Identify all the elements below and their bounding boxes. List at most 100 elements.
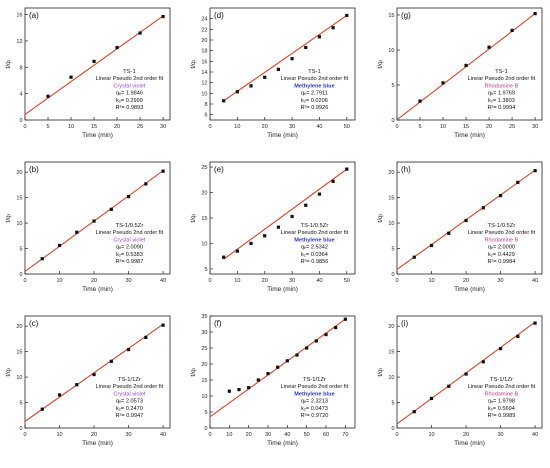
y-tick-label: 10 xyxy=(201,241,207,247)
x-tick-label: 0 xyxy=(23,124,26,130)
x-tick-label: 10 xyxy=(234,124,240,130)
y-tick-label: 8 xyxy=(204,102,207,108)
data-point xyxy=(441,81,445,85)
y-tick-label: 0 xyxy=(391,118,394,124)
sample-label: TS-1 xyxy=(123,69,136,75)
sample-label: TS-1/1Zr xyxy=(303,377,326,383)
y-tick-label: 20 xyxy=(201,362,207,368)
dye-label: Rhodamine B xyxy=(484,391,518,397)
y-tick-label: 35 xyxy=(201,314,207,320)
x-tick-label: 10 xyxy=(234,278,240,284)
fit-label: Linear Pseudo 2nd order fit xyxy=(281,76,349,82)
fit-label: Linear Pseudo 2nd order fit xyxy=(96,230,164,236)
sample-label: TS-1/0.5Zr xyxy=(301,223,329,229)
data-point xyxy=(115,45,119,50)
y-tick-label: 20 xyxy=(388,324,394,330)
data-point xyxy=(331,26,335,30)
panel-g: 0 5 10 15 20 25 30 0 5 10 15 Time (min) t/qₜ (g) TS-1L… xyxy=(377,7,543,139)
x-tick-label: 20 xyxy=(262,278,268,284)
x-tick-label: 20 xyxy=(262,124,268,130)
data-point xyxy=(498,194,503,198)
fit-parameter: R²= 0.9984 xyxy=(487,259,515,265)
y-tick-label: 0 xyxy=(391,272,394,278)
data-point xyxy=(40,407,44,411)
data-point xyxy=(92,59,96,63)
data-point xyxy=(92,219,96,223)
panel-label: (d) xyxy=(214,11,224,20)
x-tick-label: 60 xyxy=(323,432,329,438)
y-tick-label: 16 xyxy=(16,13,22,19)
x-axis-label: Time (min) xyxy=(82,440,113,447)
x-tick-label: 40 xyxy=(284,432,290,438)
dye-label: Crystal violet xyxy=(113,391,145,397)
x-tick-label: 15 xyxy=(91,124,97,130)
data-point xyxy=(92,372,96,377)
fit-parameter: R²= 0.9926 xyxy=(300,105,328,111)
data-point xyxy=(247,386,251,390)
x-tick-label: 10 xyxy=(428,278,434,284)
x-axis-label: Time (min) xyxy=(267,440,298,447)
data-point xyxy=(481,206,485,210)
y-tick-label: 5 xyxy=(391,83,394,89)
x-tick-label: 30 xyxy=(289,124,295,130)
dye-label: Rhodamine B xyxy=(484,237,518,243)
fit-parameter: qₑ= 2.0090 xyxy=(116,245,143,251)
x-tick-label: 50 xyxy=(344,278,350,284)
data-point xyxy=(249,84,253,88)
x-tick-label: 0 xyxy=(395,432,398,438)
data-point xyxy=(235,90,239,94)
x-tick-label: 0 xyxy=(208,432,211,438)
data-point xyxy=(295,353,299,357)
y-axis-label: t/qₜ xyxy=(5,367,12,376)
y-tick-label: 10 xyxy=(16,221,22,227)
data-point xyxy=(317,35,322,39)
x-tick-label: 0 xyxy=(395,124,398,130)
x-tick-label: 30 xyxy=(126,432,132,438)
fit-line xyxy=(24,323,164,422)
dye-label: Methylene blue xyxy=(294,391,334,397)
y-tick-label: 15 xyxy=(16,350,22,356)
panel-h: 0 10 20 30 40 0 5 10 15 20 Time (min) t/qₜ (h) TS-1/0… xyxy=(377,161,543,293)
dye-label: Rhodamine B xyxy=(484,83,518,89)
y-tick-label: 10 xyxy=(388,48,394,54)
x-axis-label: Time (min) xyxy=(454,132,485,139)
x-tick-label: 40 xyxy=(160,278,166,284)
data-point xyxy=(249,241,253,246)
data-point xyxy=(109,359,113,363)
data-point xyxy=(533,169,537,173)
panel-label: (c) xyxy=(29,319,39,328)
plot-frame xyxy=(396,315,543,429)
sample-label: TS-1/1Zr xyxy=(118,377,141,383)
fit-parameter: k₂= 0.0473 xyxy=(301,406,328,412)
y-axis-label: t/qₜ xyxy=(5,213,12,222)
data-point xyxy=(263,75,267,79)
fit-parameter: k₂= 0.0364 xyxy=(301,252,328,258)
x-tick-label: 0 xyxy=(395,278,398,284)
data-point xyxy=(331,179,335,183)
x-tick-label: 0 xyxy=(208,124,211,130)
data-point xyxy=(516,334,520,338)
sample-label: TS-1 xyxy=(308,69,321,75)
y-tick-label: 0 xyxy=(204,426,207,432)
data-point xyxy=(487,45,491,49)
data-point xyxy=(138,31,142,35)
data-point xyxy=(227,389,231,393)
x-tick-label: 70 xyxy=(342,432,348,438)
y-tick-label: 16 xyxy=(201,59,207,65)
y-tick-label: 4 xyxy=(19,92,22,98)
fit-parameter: R²= 0.9720 xyxy=(300,413,328,419)
panel-b: 0 10 20 30 40 0 5 10 15 20 Time (min) t/qₜ (b) TS-1/0… xyxy=(5,161,171,293)
y-tick-label: 30 xyxy=(201,330,207,336)
y-tick-label: 12 xyxy=(16,39,22,45)
fit-parameter: k₂= 0.2999 xyxy=(116,98,143,104)
x-tick-label: 30 xyxy=(160,124,166,130)
y-tick-label: 20 xyxy=(201,38,207,44)
x-axis-label: Time (min) xyxy=(267,286,298,293)
plot-frame xyxy=(396,7,543,121)
data-point xyxy=(109,207,113,211)
sample-label: TS-1/0.5Zr xyxy=(488,223,516,229)
fit-label: Linear Pseudo 2nd order fit xyxy=(468,76,536,82)
y-tick-label: 15 xyxy=(388,13,394,19)
x-tick-label: 20 xyxy=(91,432,97,438)
